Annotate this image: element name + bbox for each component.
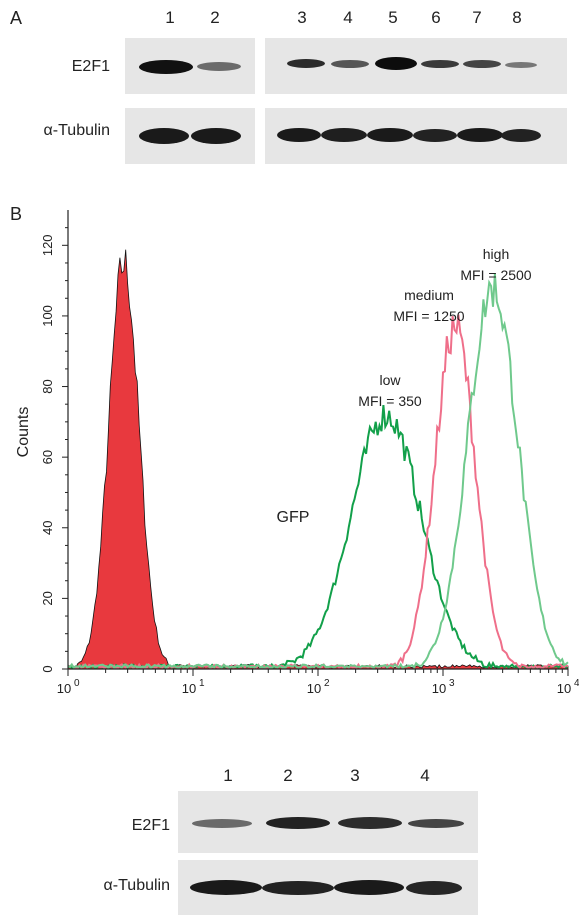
x-tick-exponent: 4 <box>574 678 579 689</box>
lane-label-a3: 3 <box>297 8 307 27</box>
band <box>421 60 459 68</box>
lane-label-a4: 4 <box>343 8 353 27</box>
lane-label-b2: 2 <box>283 766 293 785</box>
x-tick-exponent: 3 <box>449 678 455 689</box>
band <box>190 880 262 895</box>
blot-a-left-e2f1 <box>125 38 255 94</box>
blot-a-right-e2f1 <box>265 38 567 94</box>
band <box>406 881 462 895</box>
annotation-mfi: MFI = 1250 <box>393 308 464 324</box>
x-tick-label: 10 <box>432 681 446 696</box>
band <box>501 129 541 142</box>
y-axis-label: Counts <box>15 407 32 458</box>
x-axis-label: GFP <box>277 509 310 526</box>
panel-b-letter: B <box>10 204 23 224</box>
blot-a-row-e2f1-label: E2F1 <box>71 58 110 75</box>
band <box>321 128 367 142</box>
annotation-mfi: MFI = 2500 <box>460 267 531 283</box>
lane-label-a8: 8 <box>512 8 522 27</box>
blot-b-row-e2f1-label: E2F1 <box>131 817 170 834</box>
lane-label-a7: 7 <box>472 8 482 27</box>
y-tick-label: 0 <box>40 665 55 672</box>
band <box>139 128 189 144</box>
x-tick-exponent: 0 <box>74 678 80 689</box>
band <box>266 817 330 829</box>
band <box>331 60 369 68</box>
x-tick-exponent: 2 <box>324 678 330 689</box>
band <box>191 128 241 144</box>
lane-label-a5: 5 <box>388 8 398 27</box>
band <box>287 59 325 68</box>
lane-label-a2: 2 <box>210 8 220 27</box>
band <box>277 128 321 142</box>
band <box>262 881 334 895</box>
band <box>413 129 457 142</box>
band <box>463 60 501 68</box>
lane-label-a6: 6 <box>431 8 441 27</box>
annotation-mfi: MFI = 350 <box>358 393 422 409</box>
x-tick-label: 10 <box>57 681 71 696</box>
lane-label-b4: 4 <box>420 766 430 785</box>
band <box>457 128 503 142</box>
histogram-series-3 <box>67 273 569 670</box>
band <box>139 60 193 74</box>
y-tick-label: 120 <box>40 234 55 256</box>
band <box>197 62 241 71</box>
lane-label-a1: 1 <box>165 8 175 27</box>
x-tick-exponent: 1 <box>199 678 205 689</box>
annotation-label: medium <box>404 287 454 303</box>
y-tick-label: 80 <box>40 379 55 393</box>
lane-label-b3: 3 <box>350 766 360 785</box>
y-tick-label: 40 <box>40 521 55 535</box>
band <box>505 62 537 68</box>
blot-a-left-tubulin <box>125 108 255 164</box>
lane-label-b1: 1 <box>223 766 233 785</box>
band <box>334 880 404 895</box>
x-tick-label: 10 <box>182 681 196 696</box>
band <box>192 819 252 828</box>
blot-a-right-tubulin <box>265 108 567 164</box>
panel-a-letter: A <box>10 8 23 28</box>
x-tick-label: 10 <box>557 681 571 696</box>
band <box>408 819 464 828</box>
annotation-label: low <box>379 372 401 388</box>
blot-b-e2f1 <box>178 791 478 853</box>
blot-b-row-tubulin-label: α-Tubulin <box>103 877 170 894</box>
annotation-label: high <box>483 246 509 262</box>
band <box>338 817 402 829</box>
y-tick-label: 60 <box>40 450 55 464</box>
y-tick-label: 20 <box>40 591 55 605</box>
blot-b-tubulin <box>178 860 478 915</box>
blot-a-row-tubulin-label: α-Tubulin <box>43 122 110 139</box>
x-tick-label: 10 <box>307 681 321 696</box>
y-tick-label: 100 <box>40 305 55 327</box>
band <box>375 57 417 70</box>
band <box>367 128 413 142</box>
